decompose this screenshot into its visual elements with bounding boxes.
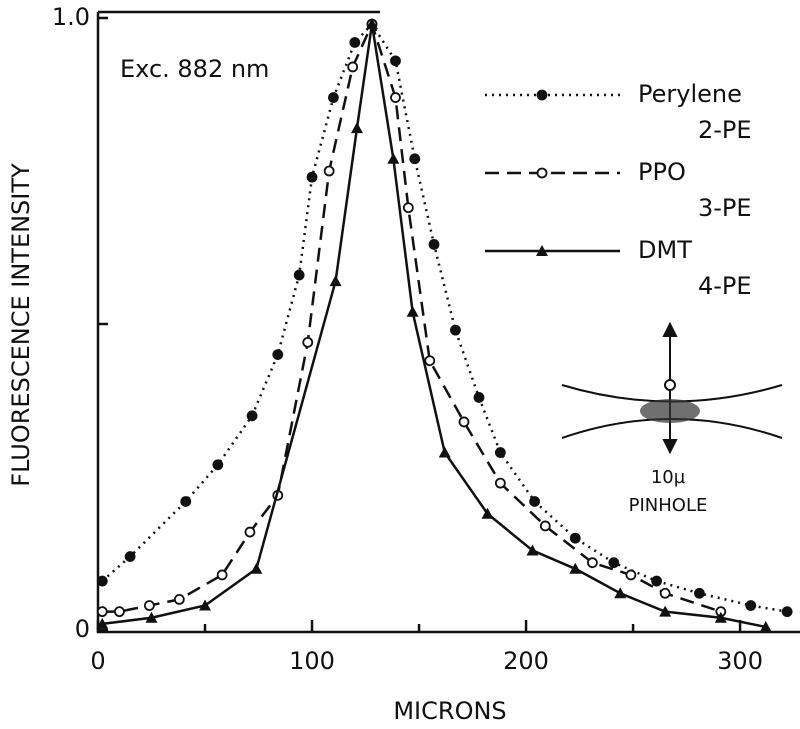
legend-label: Perylene xyxy=(638,80,742,108)
data-point xyxy=(302,336,314,348)
data-point xyxy=(390,92,401,103)
data-point xyxy=(216,569,228,581)
data-point xyxy=(173,594,185,605)
data-point xyxy=(347,61,359,73)
data-point xyxy=(212,459,224,471)
data-point xyxy=(694,587,705,599)
data-point xyxy=(424,355,436,367)
legend-label: PPO xyxy=(638,158,686,186)
data-point xyxy=(293,269,305,281)
legend-marker xyxy=(536,245,548,256)
y-axis-label: FLUORESCENCE INTENSITY xyxy=(7,163,35,487)
data-point xyxy=(328,92,339,103)
data-point xyxy=(494,477,506,489)
data-point xyxy=(350,122,363,134)
data-point xyxy=(409,153,421,165)
pinhole-inset xyxy=(561,321,783,455)
data-point xyxy=(96,575,108,587)
data-point xyxy=(473,392,485,403)
data-point xyxy=(569,532,581,544)
x-tick-label: 0 xyxy=(90,647,105,675)
x-tick-label: 200 xyxy=(503,647,549,675)
data-point xyxy=(349,37,361,48)
series-line xyxy=(102,20,722,613)
data-point xyxy=(458,416,470,428)
series-line xyxy=(101,22,788,613)
legend-label: DMT xyxy=(638,236,692,264)
data-point xyxy=(323,165,335,177)
data-point xyxy=(143,600,155,611)
data-point xyxy=(402,202,414,214)
data-point xyxy=(438,446,451,458)
data-point xyxy=(659,605,672,617)
series-line xyxy=(102,23,767,629)
data-point xyxy=(114,606,125,618)
data-point xyxy=(428,239,440,250)
data-point xyxy=(250,562,263,574)
data-point xyxy=(586,557,598,569)
data-point xyxy=(96,617,109,629)
data-point xyxy=(329,275,342,287)
legend-sublabel: 2-PE xyxy=(698,116,752,144)
legend-marker xyxy=(536,167,548,179)
data-point xyxy=(145,611,158,623)
inset-label: PINHOLE xyxy=(629,495,708,516)
data-point xyxy=(539,520,551,532)
y-tick-label: 0 xyxy=(75,615,90,643)
data-point xyxy=(494,447,506,458)
data-point xyxy=(406,305,419,317)
legend-sublabel: 3-PE xyxy=(698,194,752,222)
data-point xyxy=(614,587,627,599)
data-point xyxy=(387,152,400,164)
data-point xyxy=(306,171,318,183)
data-point xyxy=(608,557,620,569)
data-point xyxy=(651,575,663,587)
data-point xyxy=(526,544,539,556)
data-point xyxy=(625,569,637,581)
data-point xyxy=(781,606,793,618)
data-point xyxy=(244,526,256,538)
data-point xyxy=(481,507,494,519)
data-point xyxy=(659,587,671,599)
data-point xyxy=(529,496,541,507)
data-point xyxy=(124,551,136,562)
data-point xyxy=(714,611,727,623)
data-point xyxy=(569,562,582,574)
x-tick-label: 300 xyxy=(717,647,763,675)
data-point xyxy=(246,410,258,422)
data-point xyxy=(96,606,108,618)
x-tick-label: 100 xyxy=(289,647,335,675)
legend-sublabel: 4-PE xyxy=(698,272,752,300)
data-point xyxy=(390,55,401,67)
legend-marker xyxy=(536,89,548,101)
data-point xyxy=(450,324,461,336)
data-point xyxy=(199,599,212,611)
data-point xyxy=(180,496,192,507)
y-tick-label: 1.0 xyxy=(52,3,90,31)
inset-label: 10µ xyxy=(651,467,686,488)
x-axis-label: MICRONS xyxy=(393,697,506,725)
data-point xyxy=(272,349,284,361)
data-point xyxy=(745,600,757,611)
annotation: Exc. 882 nm xyxy=(120,55,269,83)
data-point xyxy=(365,18,378,30)
data-point xyxy=(759,620,772,632)
